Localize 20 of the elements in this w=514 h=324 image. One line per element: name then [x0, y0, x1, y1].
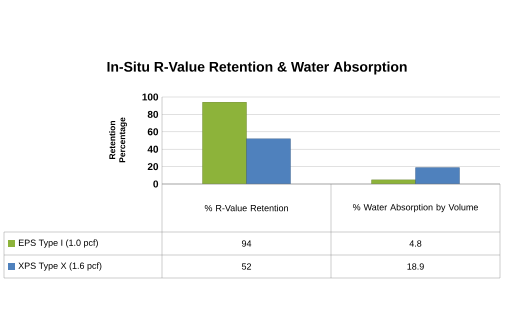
- bar: [202, 102, 247, 184]
- data-label: 52: [242, 263, 252, 270]
- y-tick-label: 0: [153, 180, 158, 188]
- y-tick-label: 40: [148, 146, 158, 153]
- y-tick-label: 20: [148, 163, 158, 170]
- y-axis-title: Retention Percentage: [109, 117, 127, 162]
- x-tick-label: % Water Absorption by Volume: [352, 204, 478, 212]
- legend-label: EPS Type I (1.0 pcf): [18, 239, 98, 248]
- bar: [246, 138, 291, 184]
- x-tick-label: % R-Value Retention: [204, 204, 288, 212]
- y-tick-label: 80: [148, 110, 158, 118]
- bar: [415, 167, 460, 184]
- data-label: 18.9: [407, 263, 424, 270]
- chart-title: In-Situ R-Value Retention & Water Absorption: [107, 61, 407, 74]
- y-tick-label: 100: [142, 93, 158, 101]
- data-label: 4.8: [409, 240, 422, 247]
- data-label: 94: [242, 240, 252, 247]
- legend-label: XPS Type X (1.6 pcf): [18, 262, 102, 271]
- bar: [371, 180, 416, 184]
- y-tick-label: 60: [148, 128, 158, 136]
